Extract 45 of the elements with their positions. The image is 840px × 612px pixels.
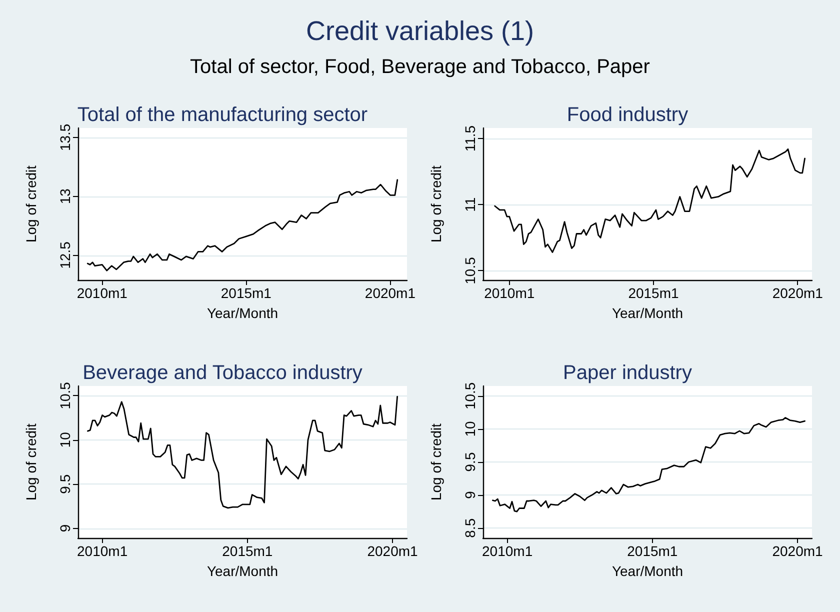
y-tick-label: 9 [57,524,73,532]
x-tick-label: 2015m1 [627,543,678,559]
line-series [86,179,398,272]
chart-title: Paper industry [563,362,692,384]
x-axis-title: Year/Month [612,305,684,321]
line-series [494,148,806,253]
text: Total of sector, Food, Beverage and Tobacco, Paper [189,56,651,79]
x-tick-label: 2020m1 [772,285,824,301]
text: Credit variables (1) [304,16,536,47]
y-axis-title: Log of credit [23,423,39,501]
x-axis-title: Year/Month [612,563,684,579]
y-axis-title: Log of credit [23,165,39,243]
y-tick-label: 10 [462,420,478,437]
y-tick-label: 12.5 [57,241,73,269]
chart-title: Food industry [566,104,688,126]
x-tick-label: 2015m1 [220,285,272,301]
y-tick-label: 9.5 [462,452,478,472]
y-tick-label: 11.5 [462,125,478,152]
y-tick-label: 10.5 [57,382,73,410]
x-tick-label: 2015m1 [628,285,680,301]
y-axis-title: Log of credit [428,423,444,501]
y-tick-label: 13 [57,188,73,204]
x-tick-label: 2010m1 [482,543,533,559]
x-tick-label: 2010m1 [484,285,535,301]
x-axis-title: Year/Month [206,305,278,321]
x-tick-label: 2020m1 [367,543,418,559]
y-tick-label: 10.5 [462,256,478,284]
line-series [86,396,398,509]
x-tick-label: 2010m1 [77,543,128,559]
y-tick-label: 9 [462,490,478,499]
x-tick-label: 2020m1 [772,543,824,559]
line-series [492,417,806,512]
x-tick-label: 2020m1 [364,285,416,301]
y-tick-label: 10 [57,432,73,448]
y-tick-label: 9.5 [57,474,73,494]
y-axis-title: Log of credit [428,165,444,243]
chart-title: Total of the manufacturing sector [77,104,368,126]
x-tick-label: 2015m1 [222,543,273,559]
x-axis-title: Year/Month [206,563,278,579]
y-tick-label: 11 [462,197,478,212]
x-tick-label: 2010m1 [76,285,128,301]
y-tick-label: 8.5 [462,518,478,538]
chart-title: Beverage and Tobacco industry [82,362,362,384]
y-tick-label: 13.5 [57,124,73,152]
y-tick-label: 10.5 [462,382,478,410]
